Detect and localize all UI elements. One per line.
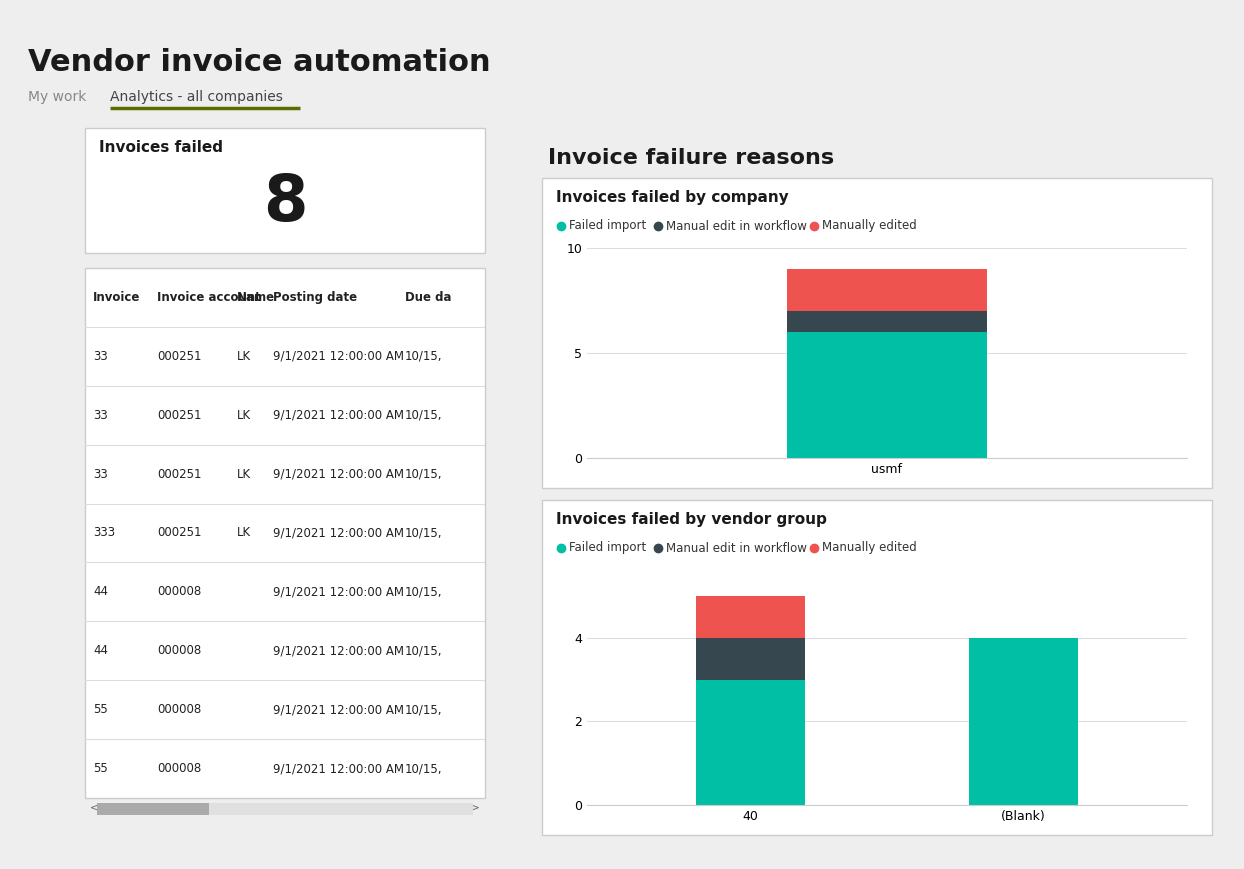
Bar [787,269,986,311]
Text: 10/15,: 10/15, [406,586,443,599]
Text: 000251: 000251 [157,350,202,363]
Text: 9/1/2021 12:00:00 AM: 9/1/2021 12:00:00 AM [272,468,404,481]
Text: Invoice: Invoice [93,291,141,304]
Text: Vendor invoice automation: Vendor invoice automation [29,48,490,77]
Text: 10/15,: 10/15, [406,350,443,363]
Text: >: > [471,802,480,812]
Bar [97,804,209,814]
Text: 33: 33 [93,408,108,421]
Text: 9/1/2021 12:00:00 AM: 9/1/2021 12:00:00 AM [272,350,404,363]
Bar [85,128,485,253]
Text: 10/15,: 10/15, [406,527,443,540]
Text: 55: 55 [93,762,108,775]
Text: LK: LK [238,408,251,421]
Text: 333: 333 [93,527,116,540]
Text: My work: My work [29,90,86,104]
Bar [697,596,805,638]
Text: 33: 33 [93,350,108,363]
Text: 000251: 000251 [157,527,202,540]
Text: Manually edited: Manually edited [822,541,917,554]
Bar [697,680,805,805]
Text: 10/15,: 10/15, [406,468,443,481]
Bar [85,268,485,798]
Text: Posting date: Posting date [272,291,357,304]
Text: 8: 8 [262,171,307,234]
Text: Invoices failed by vendor group: Invoices failed by vendor group [556,512,827,527]
Text: 000008: 000008 [157,586,202,599]
Text: 9/1/2021 12:00:00 AM: 9/1/2021 12:00:00 AM [272,762,404,775]
Text: 000008: 000008 [157,762,202,775]
Text: 10/15,: 10/15, [406,703,443,716]
Text: 44: 44 [93,586,108,599]
Bar [97,804,473,814]
Text: 9/1/2021 12:00:00 AM: 9/1/2021 12:00:00 AM [272,644,404,657]
Text: <: < [90,802,98,812]
Text: LK: LK [238,468,251,481]
Bar [969,638,1077,805]
Text: Manual edit in workflow: Manual edit in workflow [667,220,807,233]
Text: 000008: 000008 [157,703,202,716]
Bar [787,332,986,458]
Text: 9/1/2021 12:00:00 AM: 9/1/2021 12:00:00 AM [272,408,404,421]
Text: Manually edited: Manually edited [822,220,917,233]
Bar [697,638,805,680]
Text: Invoices failed by company: Invoices failed by company [556,190,789,205]
Text: 44: 44 [93,644,108,657]
Text: Invoices failed: Invoices failed [100,140,223,155]
Text: 10/15,: 10/15, [406,408,443,421]
Text: Failed import: Failed import [569,220,646,233]
Text: 000251: 000251 [157,408,202,421]
Text: Invoice account: Invoice account [157,291,261,304]
Text: Due da: Due da [406,291,452,304]
Text: 9/1/2021 12:00:00 AM: 9/1/2021 12:00:00 AM [272,586,404,599]
Text: 10/15,: 10/15, [406,762,443,775]
Text: 000251: 000251 [157,468,202,481]
Text: LK: LK [238,350,251,363]
Text: 33: 33 [93,468,108,481]
Bar [542,178,1212,488]
Text: 000008: 000008 [157,644,202,657]
Text: Analytics - all companies: Analytics - all companies [109,90,282,104]
Text: Invoice failure reasons: Invoice failure reasons [549,148,835,168]
Text: Name: Name [238,291,275,304]
Text: 55: 55 [93,703,108,716]
Bar [542,500,1212,835]
Text: 9/1/2021 12:00:00 AM: 9/1/2021 12:00:00 AM [272,703,404,716]
Text: 10/15,: 10/15, [406,644,443,657]
Text: 9/1/2021 12:00:00 AM: 9/1/2021 12:00:00 AM [272,527,404,540]
Text: LK: LK [238,527,251,540]
Bar [787,311,986,332]
Text: Failed import: Failed import [569,541,646,554]
Text: Manual edit in workflow: Manual edit in workflow [667,541,807,554]
